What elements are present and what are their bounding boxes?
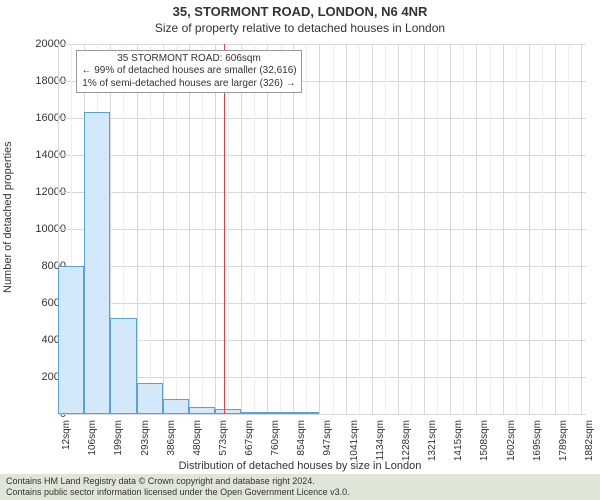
- gridline-v: [319, 44, 320, 414]
- gridline-v: [581, 44, 582, 414]
- gridline-v-minor: [490, 44, 491, 414]
- x-tick-label: 293sqm: [140, 420, 151, 456]
- x-tick-label: 1602sqm: [506, 420, 517, 461]
- y-axis-title: Number of detached properties: [2, 141, 14, 293]
- annotation-box: 35 STORMONT ROAD: 606sqm← 99% of detache…: [76, 50, 301, 94]
- x-tick-label: 1041sqm: [349, 420, 360, 461]
- gridline-v-minor: [306, 44, 307, 414]
- gridline-v-minor: [333, 44, 334, 414]
- histogram-bar: [267, 412, 293, 414]
- gridline-v: [372, 44, 373, 414]
- x-tick-label: 760sqm: [270, 420, 281, 456]
- x-tick-label: 199sqm: [113, 420, 124, 456]
- page: 35, STORMONT ROAD, LONDON, N6 4NR Size o…: [0, 0, 600, 500]
- x-tick-label: 12sqm: [61, 420, 72, 450]
- plot: 35 STORMONT ROAD: 606sqm← 99% of detache…: [58, 44, 586, 414]
- footer-line-2: Contains public sector information licen…: [6, 487, 594, 498]
- annotation-line: 1% of semi-detached houses are larger (3…: [81, 78, 296, 91]
- gridline-v-minor: [516, 44, 517, 414]
- gridline-v: [189, 44, 190, 414]
- x-tick-label: 1695sqm: [532, 420, 543, 461]
- footer: Contains HM Land Registry data © Crown c…: [0, 474, 600, 500]
- gridline-h: [58, 414, 586, 415]
- gridline-v-minor: [202, 44, 203, 414]
- x-tick-label: 947sqm: [322, 420, 333, 456]
- gridline-v: [163, 44, 164, 414]
- histogram-bar: [241, 412, 267, 414]
- gridline-v-minor: [359, 44, 360, 414]
- page-title: 35, STORMONT ROAD, LONDON, N6 4NR: [0, 0, 600, 19]
- histogram-bar: [110, 318, 136, 414]
- x-tick-label: 1789sqm: [558, 420, 569, 461]
- x-axis-title: Distribution of detached houses by size …: [0, 460, 600, 472]
- x-tick-label: 106sqm: [87, 420, 98, 456]
- gridline-v-minor: [280, 44, 281, 414]
- gridline-v-minor: [150, 44, 151, 414]
- x-tick-label: 480sqm: [192, 420, 203, 456]
- histogram-bar: [137, 383, 163, 414]
- gridline-v-minor: [542, 44, 543, 414]
- x-tick-label: 1321sqm: [427, 420, 438, 461]
- annotation-line: ← 99% of detached houses are smaller (32…: [81, 65, 296, 78]
- x-tick-label: 1228sqm: [401, 420, 412, 461]
- gridline-v: [476, 44, 477, 414]
- x-tick-label: 1508sqm: [479, 420, 490, 461]
- x-tick-label: 1882sqm: [584, 420, 595, 461]
- gridline-v: [215, 44, 216, 414]
- histogram-bar: [189, 407, 215, 414]
- gridline-v: [555, 44, 556, 414]
- gridline-v-minor: [254, 44, 255, 414]
- histogram-bar: [293, 412, 319, 414]
- gridline-v: [293, 44, 294, 414]
- gridline-v-minor: [385, 44, 386, 414]
- annotation-line: 35 STORMONT ROAD: 606sqm: [81, 53, 296, 66]
- x-tick-label: 573sqm: [218, 420, 229, 456]
- gridline-v-minor: [228, 44, 229, 414]
- gridline-v: [503, 44, 504, 414]
- x-tick-label: 854sqm: [296, 420, 307, 456]
- page-subtitle: Size of property relative to detached ho…: [0, 19, 600, 35]
- gridline-v: [137, 44, 138, 414]
- x-tick-label: 386sqm: [166, 420, 177, 456]
- x-tick-label: 667sqm: [244, 420, 255, 456]
- gridline-v: [398, 44, 399, 414]
- x-tick-label: 1134sqm: [375, 420, 386, 460]
- gridline-v: [424, 44, 425, 414]
- chart-area: 35 STORMONT ROAD: 606sqm← 99% of detache…: [58, 44, 586, 414]
- gridline-v: [267, 44, 268, 414]
- histogram-bar: [163, 399, 189, 414]
- gridline-v: [529, 44, 530, 414]
- gridline-v: [241, 44, 242, 414]
- histogram-bar: [58, 266, 84, 414]
- footer-line-1: Contains HM Land Registry data © Crown c…: [6, 476, 594, 487]
- histogram-bar: [215, 409, 241, 414]
- gridline-v-minor: [437, 44, 438, 414]
- gridline-v-minor: [411, 44, 412, 414]
- marker-line: [224, 44, 225, 414]
- gridline-v-minor: [176, 44, 177, 414]
- gridline-v: [346, 44, 347, 414]
- x-tick-label: 1415sqm: [453, 420, 464, 461]
- gridline-v: [450, 44, 451, 414]
- gridline-v-minor: [463, 44, 464, 414]
- gridline-v-minor: [568, 44, 569, 414]
- histogram-bar: [84, 112, 110, 414]
